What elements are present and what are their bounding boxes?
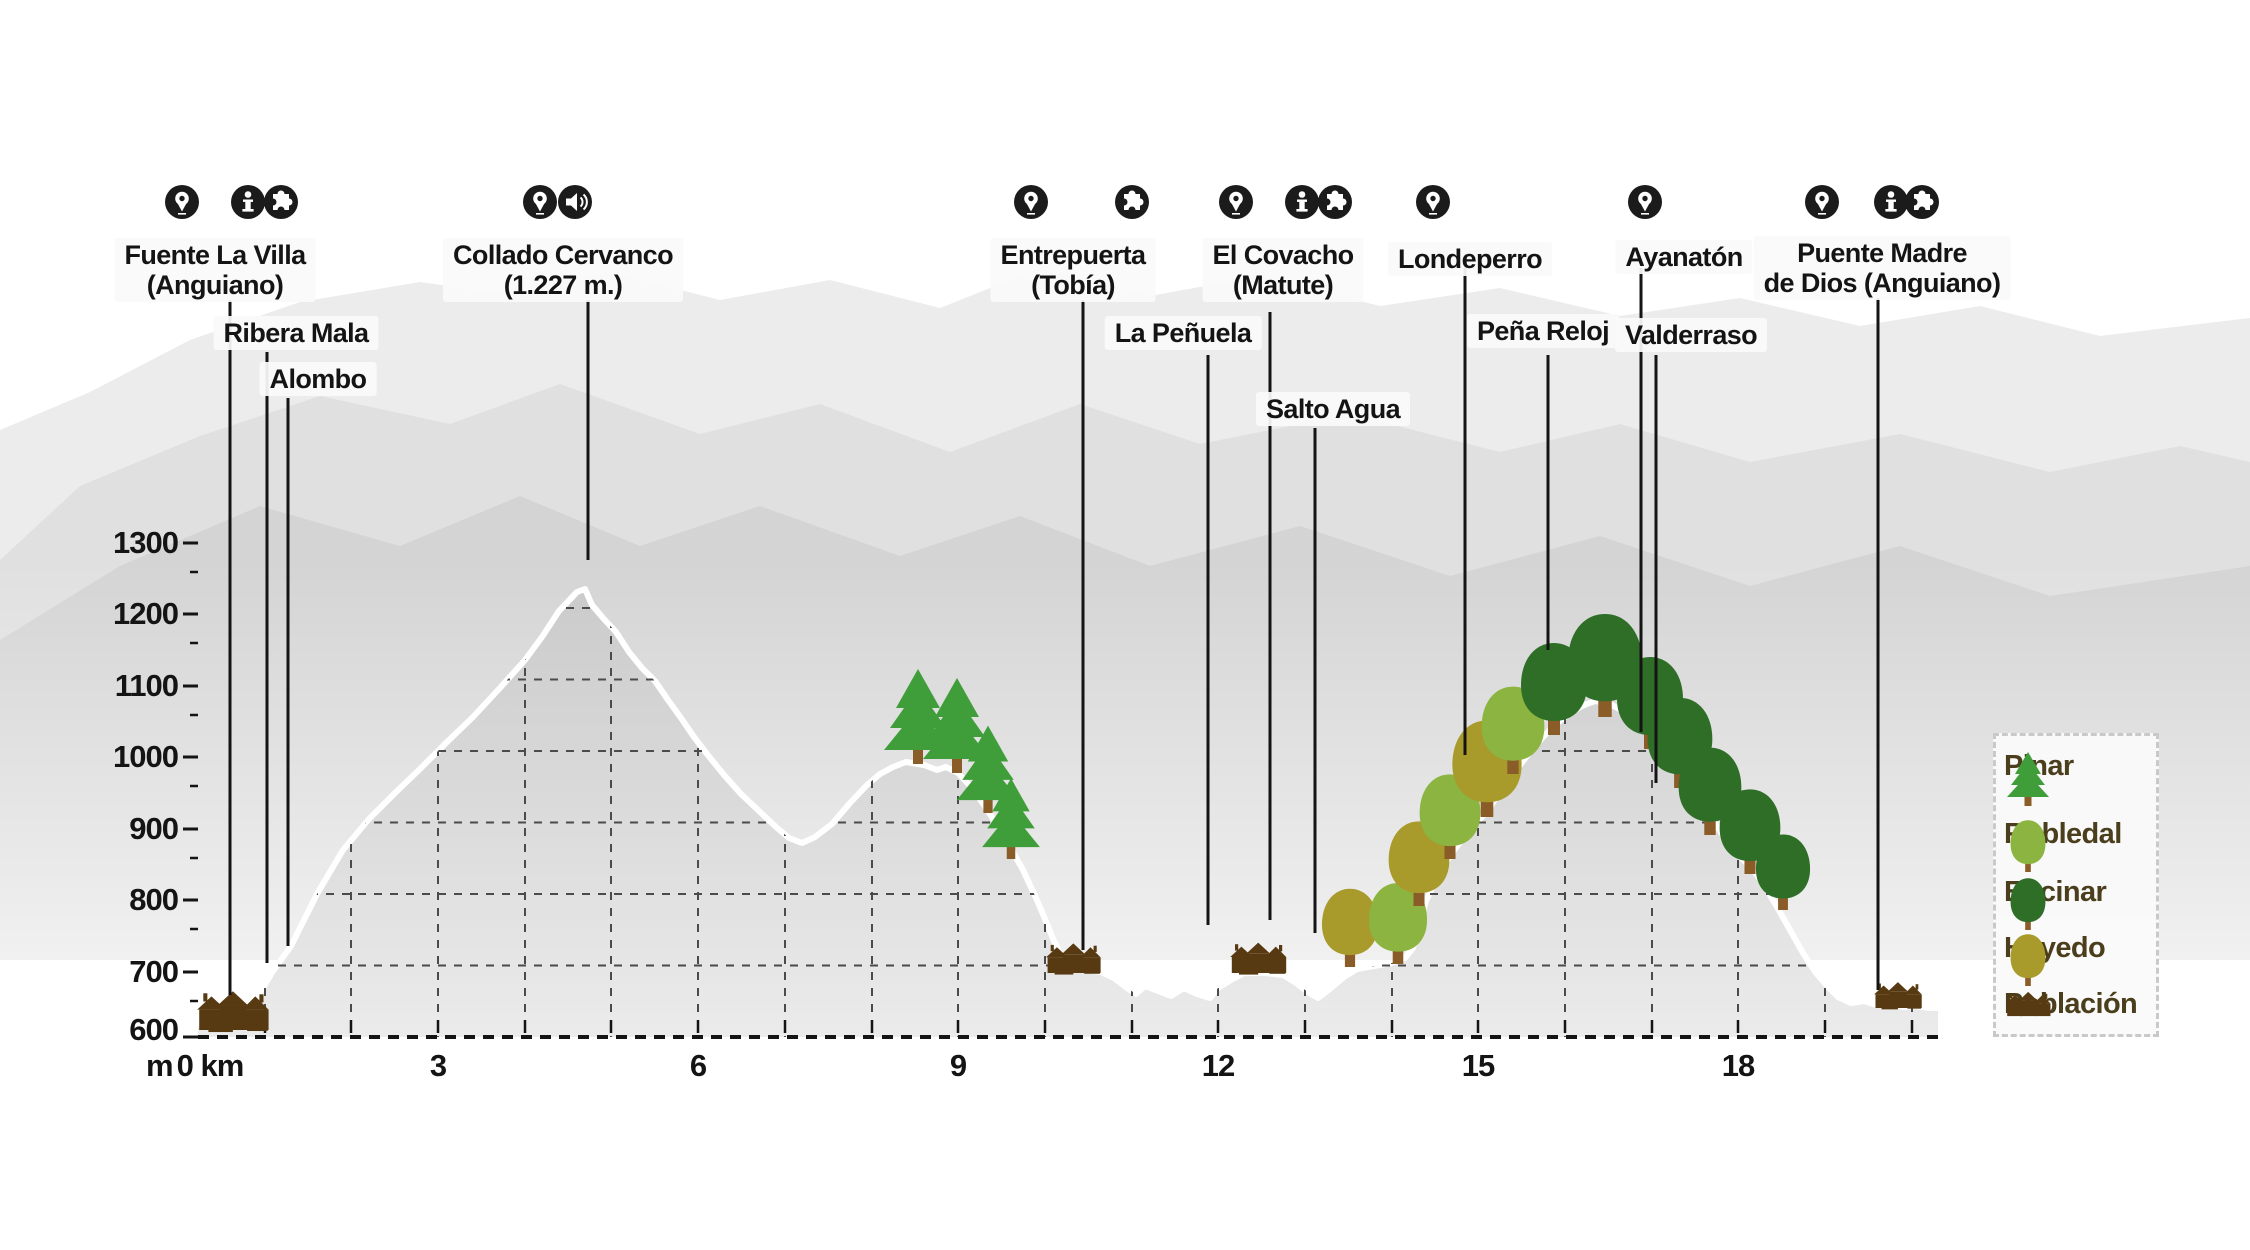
background-bottom (0, 1128, 2250, 1250)
y-axis-major-ticks (183, 541, 198, 1039)
y-tick-1100: 1100 (114, 668, 179, 703)
legend: Pinar Robledal Encinar Hayedo (1993, 733, 2159, 1037)
place-label-ayanaton: Ayanatón (1615, 240, 1753, 274)
terrain (198, 589, 1938, 1037)
place-label-ribera-mala: Ribera Mala (213, 316, 379, 350)
x-tick-0km: 0 km (176, 1048, 245, 1083)
legend-item-poblacion: Población (2004, 988, 2138, 1020)
place-label-collado-cervanco: Collado Cervanco (1.227 m.) (443, 238, 683, 302)
terrain-fill (198, 589, 1938, 1037)
location-icon[interactable] (165, 185, 199, 219)
y-tick-900: 900 (129, 811, 179, 846)
y-tick-800: 800 (129, 882, 179, 917)
legend-item-robledal: Robledal (2004, 818, 2122, 872)
x-tick-12: 12 (1201, 1048, 1235, 1083)
place-label-londeperro: Londeperro (1387, 242, 1553, 276)
x-tick-6: 6 (689, 1048, 707, 1083)
y-axis-unit: m (146, 1048, 174, 1083)
info-icon[interactable] (231, 185, 265, 219)
services-icon[interactable] (1905, 185, 1939, 219)
y-tick-600: 600 (129, 1012, 179, 1047)
y-axis-minor-ticks (190, 570, 198, 1003)
legend-item-encinar: Encinar (2004, 876, 2107, 930)
background-mountains (0, 268, 2250, 1250)
x-tick-15: 15 (1461, 1048, 1495, 1083)
y-tick-1000: 1000 (113, 739, 179, 774)
x-tick-9: 9 (949, 1048, 967, 1083)
background-fade (0, 540, 2250, 1140)
audio-icon[interactable] (557, 184, 593, 220)
place-label-valderraso: Valderraso (1614, 318, 1768, 352)
location-icon[interactable] (1805, 185, 1839, 219)
place-label-la-penuela: La Peñuela (1104, 316, 1262, 350)
legend-item-hayedo: Hayedo (2004, 932, 2106, 986)
place-label-alombo: Alombo (259, 362, 377, 396)
location-icon[interactable] (1219, 185, 1253, 219)
services-icon[interactable] (264, 185, 298, 219)
location-icon[interactable] (1014, 185, 1048, 219)
legend-item-pinar: Pinar (2004, 750, 2074, 806)
y-tick-1300: 1300 (113, 525, 179, 560)
place-label-salto-agua: Salto Agua (1255, 392, 1411, 426)
services-icon[interactable] (1115, 185, 1149, 219)
services-icon[interactable] (1318, 185, 1352, 219)
x-tick-3: 3 (429, 1048, 447, 1083)
x-tick-18: 18 (1721, 1048, 1755, 1083)
place-label-entrepuerta: Entrepuerta (Tobía) (990, 238, 1156, 302)
pinar-icon (2007, 752, 2049, 806)
place-label-puente-madre-de-dios: Puente Madre de Dios (Anguiano) (1753, 236, 2011, 300)
location-icon[interactable] (1628, 185, 1662, 219)
y-tick-700: 700 (129, 954, 179, 989)
callout-lines (228, 268, 1880, 995)
y-tick-1200: 1200 (113, 596, 179, 631)
robledal-icon (2010, 820, 2046, 872)
place-label-pena-reloj: Peña Reloj (1466, 314, 1620, 348)
info-icon[interactable] (1874, 185, 1908, 219)
poblacion-icon (2005, 991, 2051, 1017)
encinar-icon (2010, 878, 2046, 930)
location-icon[interactable] (523, 185, 557, 219)
poi-icons (165, 184, 1939, 220)
location-icon[interactable] (1416, 185, 1450, 219)
place-label-fuente-la-villa: Fuente La Villa (Anguiano) (114, 238, 316, 302)
place-label-el-covacho: El Covacho (Matute) (1202, 238, 1364, 302)
hayedo-icon (2010, 934, 2046, 986)
info-icon[interactable] (1285, 185, 1319, 219)
